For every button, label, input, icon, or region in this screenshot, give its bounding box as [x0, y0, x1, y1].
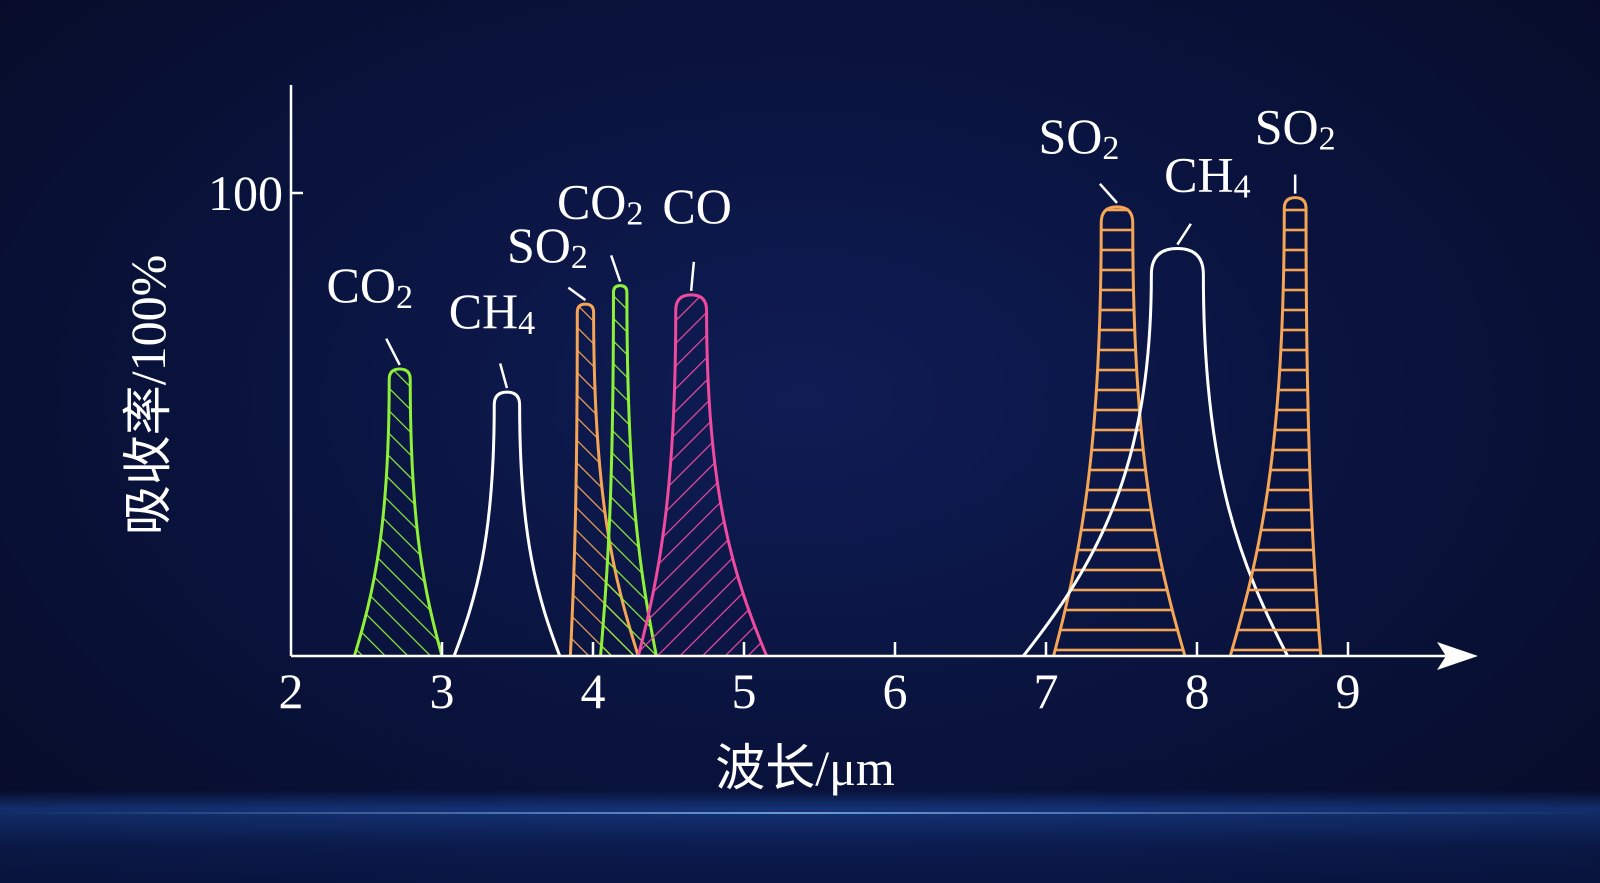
- x-tick-label-3: 3: [430, 663, 455, 719]
- x-tick-group: 2 3 4 5 6 7 8 9: [279, 642, 1361, 719]
- x-tick-label-2: 2: [279, 663, 304, 719]
- peak-ch4-6: [1022, 247, 1289, 657]
- peak-shape-1: [452, 390, 562, 657]
- peak-leader-3: [609, 254, 622, 283]
- peak-label-sub-1: 4: [518, 305, 535, 342]
- peak-label-main-4: CO: [662, 178, 731, 234]
- x-tick-label-9: 9: [1336, 663, 1361, 719]
- plot-area: [352, 196, 1323, 657]
- peak-label-4: CO: [662, 178, 731, 234]
- peak-leader-6: [1176, 223, 1192, 246]
- y-tick-label-100: 100: [208, 165, 283, 221]
- peak-co2-0: [352, 367, 444, 657]
- peak-shape-4: [636, 293, 769, 657]
- peak-label-main-5: SO: [1039, 108, 1103, 164]
- peak-shape-2: [568, 302, 640, 657]
- peak-shape-6: [1022, 247, 1289, 657]
- peak-so2-2: [568, 302, 640, 657]
- peak-label-sub-2: 2: [571, 239, 588, 276]
- x-axis-title: 波长/μm: [715, 740, 895, 796]
- peak-co2-3: [599, 284, 658, 657]
- peak-label-main-7: SO: [1255, 99, 1319, 155]
- x-axis-arrow-icon: [1437, 642, 1478, 670]
- peak-leader-5: [1098, 182, 1118, 204]
- peak-label-main-2: SO: [507, 217, 571, 273]
- x-tick-label-5: 5: [732, 663, 757, 719]
- background-floor-glow: [0, 790, 1600, 883]
- peak-so2-7: [1228, 196, 1323, 657]
- peak-label-sub-3: 2: [626, 196, 643, 233]
- peak-label-sub-7: 2: [1319, 121, 1336, 158]
- peak-label-7: SO2: [1255, 99, 1336, 158]
- peak-label-main-1: CH: [449, 283, 518, 339]
- peak-leader-2: [567, 286, 587, 302]
- peak-label-sub-6: 4: [1234, 169, 1251, 206]
- x-tick-label-6: 6: [883, 663, 908, 719]
- peak-label-0: CO2: [326, 257, 412, 316]
- peak-leader-1: [498, 363, 509, 389]
- peak-label-1: CH4: [449, 283, 535, 342]
- peak-label-main-0: CO: [326, 257, 395, 313]
- peak-shape-7: [1228, 196, 1323, 657]
- x-tick-label-8: 8: [1185, 663, 1210, 719]
- peak-shape-3: [599, 284, 658, 657]
- peak-label-main-3: CO: [557, 174, 626, 230]
- peak-shape-5: [1052, 205, 1187, 657]
- peak-leader-0: [385, 338, 401, 366]
- x-tick-label-7: 7: [1034, 663, 1059, 719]
- peak-label-2: SO2: [507, 217, 588, 276]
- peak-label-sub-5: 2: [1102, 130, 1119, 167]
- peak-label-6: CH4: [1164, 147, 1250, 206]
- y-axis-title: 吸收率/100%: [120, 255, 176, 536]
- peak-leader-4: [689, 261, 696, 291]
- peak-label-5: SO2: [1039, 108, 1120, 167]
- x-tick-label-4: 4: [581, 663, 606, 719]
- peak-shape-0: [352, 367, 444, 657]
- peak-so2-5: [1052, 205, 1187, 657]
- peak-ch4-1: [452, 390, 562, 657]
- peak-co-4: [636, 293, 769, 657]
- axes: 100: [208, 85, 1478, 670]
- peak-label-main-6: CH: [1164, 147, 1233, 203]
- peak-label-sub-0: 2: [396, 279, 413, 316]
- peak-label-3: CO2: [557, 174, 643, 233]
